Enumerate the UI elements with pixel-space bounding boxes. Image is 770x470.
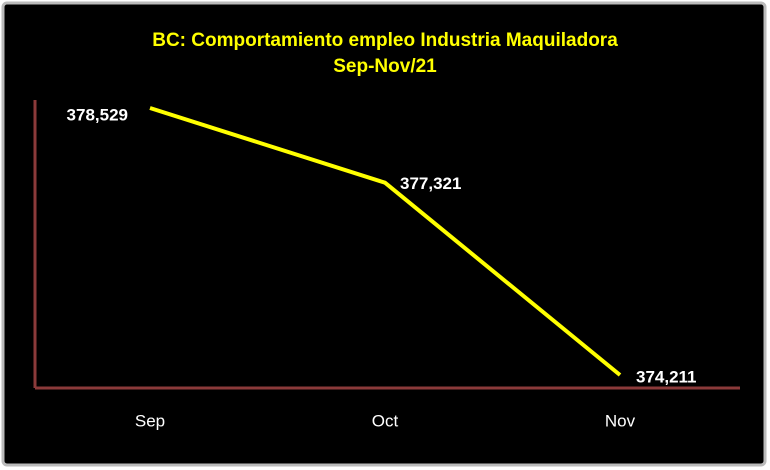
line [149, 106, 622, 377]
chart-title: BC: Comportamiento empleo Industria Maqu… [152, 30, 618, 51]
x-tick-label: Oct [372, 411, 399, 430]
data-label: 377,321 [400, 174, 461, 193]
x-tick-label: Nov [605, 411, 636, 430]
data-label: 378,529 [67, 105, 128, 124]
chart-subtitle: Sep-Nov/21 [333, 56, 437, 77]
data-label: 374,211 [636, 367, 697, 386]
x-tick-label: Sep [135, 411, 165, 430]
